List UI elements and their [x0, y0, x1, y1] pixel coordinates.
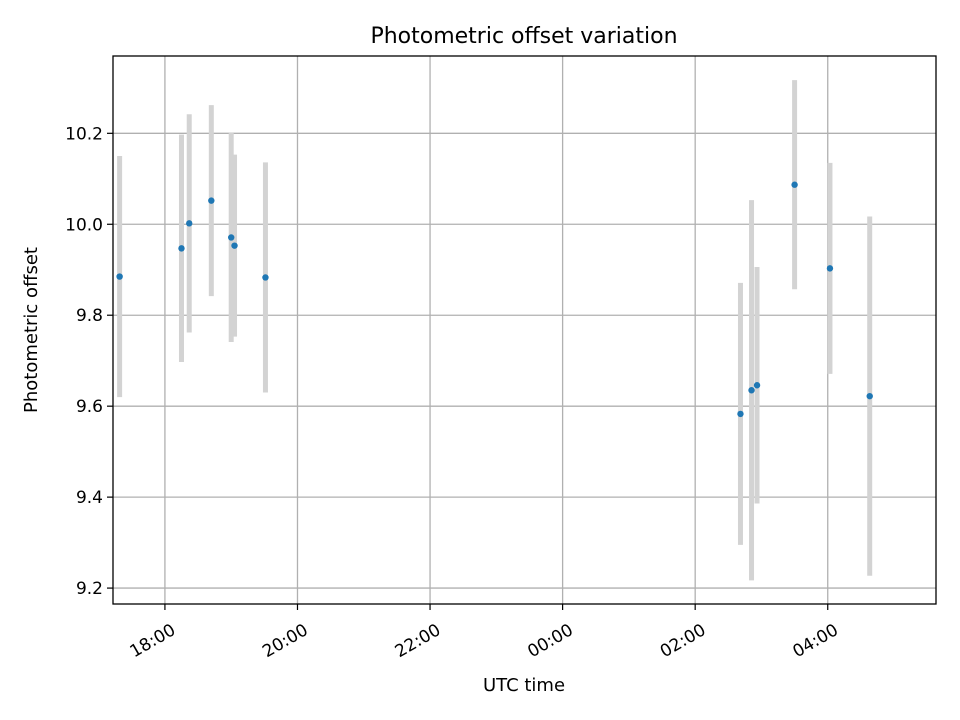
data-point	[826, 265, 834, 272]
y-tick-label: 9.8	[76, 306, 103, 326]
data-point	[753, 382, 761, 389]
data-point	[228, 234, 235, 241]
data-point	[737, 410, 744, 418]
data-point	[866, 392, 873, 400]
data-point	[116, 273, 123, 280]
plot-frame	[112, 55, 937, 605]
x-axis-label: UTC time	[483, 675, 565, 696]
y-tick-label: 9.4	[76, 488, 103, 508]
data-point	[791, 181, 798, 188]
data-point	[208, 197, 215, 204]
y-tick-label: 10.0	[65, 215, 103, 235]
y-tick-label: 9.2	[76, 579, 103, 599]
data-point	[262, 274, 269, 281]
y-tick-label: 9.6	[76, 397, 103, 417]
y-axis-label: Photometric offset	[21, 247, 42, 413]
y-tick-label: 10.2	[65, 124, 103, 144]
data-point	[186, 220, 193, 227]
data-points	[116, 181, 873, 418]
data-point	[231, 242, 238, 249]
chart-title: Photometric offset variation	[370, 24, 677, 49]
data-point	[748, 387, 755, 394]
data-point	[178, 245, 185, 252]
y-axis-ticks: 9.2 9.4 9.6 9.8 10.0 10.2	[65, 124, 113, 599]
